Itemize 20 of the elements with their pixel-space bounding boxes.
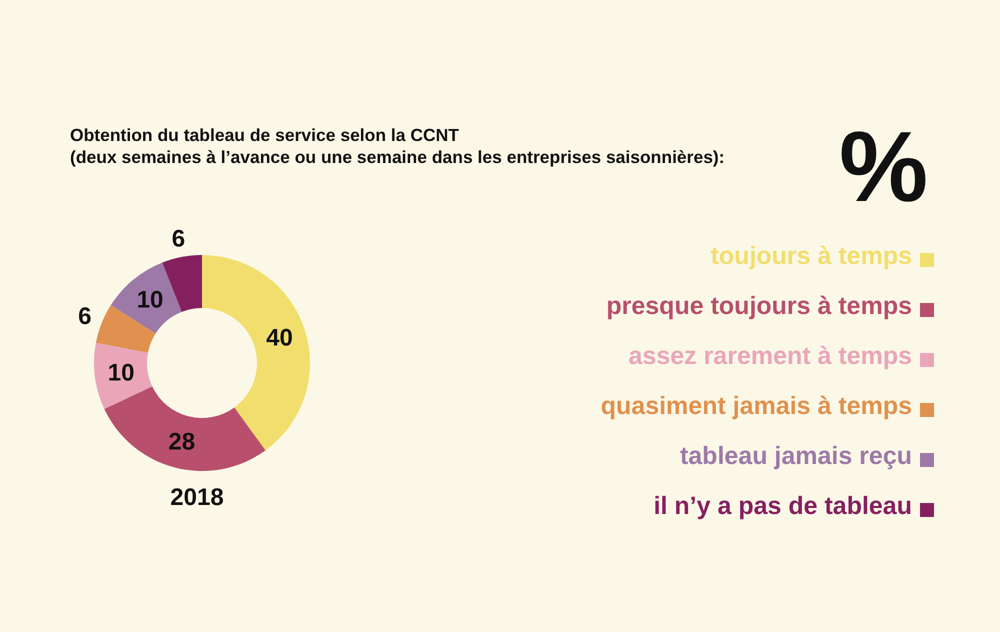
donut-slice xyxy=(104,386,266,471)
data-label: 6 xyxy=(172,226,186,253)
legend-label: tableau jamais reçu xyxy=(680,442,912,470)
legend-label: assez rarement à temps xyxy=(628,342,912,370)
donut-slice xyxy=(110,262,182,334)
legend-label: presque toujours à temps xyxy=(606,292,912,320)
donut-slice xyxy=(202,255,310,450)
donut-slice xyxy=(162,255,202,312)
data-label: 40 xyxy=(266,324,293,352)
legend-label: toujours à temps xyxy=(710,242,912,270)
chart-title: Obtention du tableau de service selon la CCNT (deux semaines à l’avance ou une semaine dans les entreprises saisonnières): xyxy=(70,124,725,168)
data-label: 10 xyxy=(108,360,134,387)
text: % xyxy=(839,111,928,223)
donut-slice xyxy=(94,342,152,409)
data-label: 28 xyxy=(168,428,196,456)
data-label: 10 xyxy=(136,286,164,314)
text: 2018 xyxy=(169,484,225,512)
data-label: 6 xyxy=(78,303,92,330)
legend-label: quasiment jamais à temps xyxy=(600,392,912,420)
legend-label: il n’y a pas de tableau xyxy=(654,492,912,520)
